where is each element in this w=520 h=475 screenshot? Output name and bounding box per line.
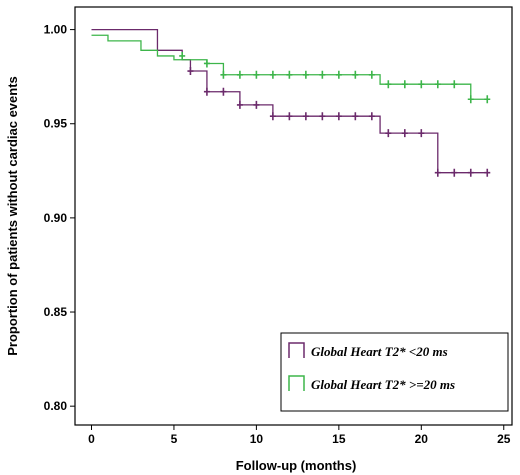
censor-mark-lt20 (319, 112, 326, 121)
censor-mark-ge20 (451, 80, 458, 89)
censor-mark-ge20 (352, 70, 359, 79)
y-tick-label: 0.90 (44, 211, 68, 225)
x-tick-label: 10 (250, 432, 264, 446)
censor-mark-lt20 (187, 67, 194, 76)
legend-swatch-lt20 (288, 342, 305, 358)
y-tick-label: 1.00 (44, 23, 68, 37)
censor-mark-lt20 (368, 112, 375, 121)
censor-mark-lt20 (385, 129, 392, 138)
censor-mark-ge20 (220, 70, 227, 79)
censor-mark-lt20 (434, 168, 441, 177)
censor-mark-ge20 (253, 70, 260, 79)
censor-mark-lt20 (286, 112, 293, 121)
legend-box (280, 332, 509, 412)
y-axis-ticks: 0.80 0.85 0.90 0.95 1.00 (44, 23, 75, 413)
y-axis-title: Proportion of patients without cardiac e… (5, 76, 20, 356)
series-lt20 (91, 28, 491, 177)
censor-mark-ge20 (319, 70, 326, 79)
censor-mark-ge20 (418, 80, 425, 89)
x-tick-label: 25 (497, 432, 511, 446)
censor-mark-lt20 (467, 168, 474, 177)
censor-mark-ge20 (368, 70, 375, 79)
censor-mark-ge20 (203, 59, 210, 68)
censor-mark-lt20 (484, 168, 491, 177)
censor-mark-ge20 (269, 70, 276, 79)
censor-mark-ge20 (179, 51, 186, 60)
y-tick-label: 0.95 (44, 117, 68, 131)
censor-mark-lt20 (269, 112, 276, 121)
censor-mark-ge20 (302, 70, 309, 79)
censor-mark-ge20 (401, 80, 408, 89)
x-axis-ticks: 0 5 10 15 20 25 (88, 425, 511, 446)
censor-mark-lt20 (302, 112, 309, 121)
series-line-lt20 (91, 28, 488, 174)
censor-mark-lt20 (401, 129, 408, 138)
censor-mark-lt20 (253, 100, 260, 109)
x-tick-label: 5 (171, 432, 178, 446)
censor-mark-ge20 (236, 70, 243, 79)
censor-mark-ge20 (385, 80, 392, 89)
series-ge20 (91, 34, 491, 104)
censor-mark-lt20 (418, 129, 425, 138)
x-tick-label: 0 (88, 432, 95, 446)
x-axis-title: Follow-up (months) (236, 458, 357, 473)
censor-mark-lt20 (203, 87, 210, 96)
censor-mark-ge20 (467, 95, 474, 104)
censor-mark-lt20 (352, 112, 359, 121)
censor-mark-ge20 (335, 70, 342, 79)
censor-mark-ge20 (484, 95, 491, 104)
legend-label-lt20: Global Heart T2* <20 ms (311, 344, 448, 359)
series-line-ge20 (91, 34, 488, 100)
censor-mark-ge20 (434, 80, 441, 89)
x-tick-label: 20 (415, 432, 429, 446)
censor-mark-lt20 (451, 168, 458, 177)
censor-mark-lt20 (220, 87, 227, 96)
y-tick-label: 0.80 (44, 399, 68, 413)
legend: Global Heart T2* <20 ms Global Heart T2*… (280, 332, 509, 412)
series-layer (91, 28, 491, 177)
censor-mark-lt20 (236, 100, 243, 109)
legend-swatch-ge20 (288, 375, 305, 391)
y-tick-label: 0.85 (44, 305, 68, 319)
censor-mark-lt20 (335, 112, 342, 121)
censor-mark-ge20 (286, 70, 293, 79)
x-tick-label: 15 (332, 432, 346, 446)
plot-frame (74, 6, 513, 426)
legend-label-ge20: Global Heart T2* >=20 ms (311, 377, 455, 392)
